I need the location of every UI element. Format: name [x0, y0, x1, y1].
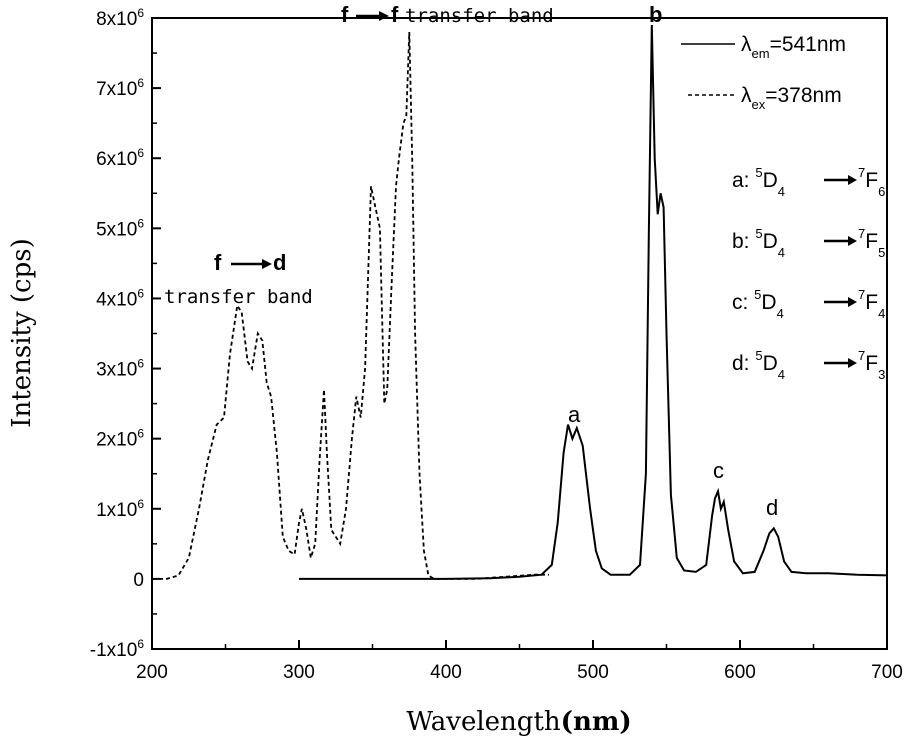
x-tick-label: 700	[871, 662, 903, 683]
annotation-ff-from: f	[341, 2, 349, 27]
transition-item: b: 5D4 7F5	[732, 226, 885, 260]
x-tick-label: 500	[577, 662, 609, 683]
transition-list: a: 5D4 7F6 b: 5D4 7F5 c: 5D4 7F4 d: 5D4 7F3	[732, 165, 885, 382]
annotation-fd-arrowhead	[262, 259, 272, 269]
series-emission-line	[299, 24, 888, 580]
peak-label-b: b	[649, 2, 662, 27]
y-tick-label: 6x106	[96, 146, 144, 170]
transition-item: a: 5D4 7F6	[732, 165, 885, 199]
x-tick-label: 200	[136, 662, 168, 683]
x-axis-ticks: 200 300 400 500 600 700	[136, 640, 903, 683]
transition-arrowhead	[848, 297, 857, 307]
y-tick-label: 5x106	[96, 216, 144, 240]
y-tick-label: 4x106	[96, 286, 144, 310]
transition-item: c: 5D4 7F4	[732, 287, 885, 321]
transition-item: d: 5D4 7F3	[732, 348, 885, 382]
transition-arrowhead	[848, 236, 857, 246]
y-tick-label: 2x106	[96, 427, 144, 451]
transition-lower: 7F5	[858, 226, 885, 260]
annotation-ff-arrowhead	[379, 11, 389, 21]
annotation-fd-text: transfer band	[164, 286, 313, 308]
transition-arrowhead	[848, 175, 857, 185]
y-tick-label: 3x106	[96, 357, 144, 381]
x-axis-title: Wavelength(nm)	[406, 707, 631, 737]
transition-lower: 7F4	[858, 287, 885, 321]
y-tick-label: 1x106	[96, 497, 144, 521]
peak-label-c: c	[713, 458, 724, 483]
y-tick-label: 0	[133, 570, 144, 591]
transition-lower: 7F3	[858, 348, 885, 382]
transition-lower: 7F6	[858, 165, 885, 199]
y-tick-label: -1x106	[90, 637, 145, 661]
transition-arrowhead	[848, 358, 857, 368]
transition-upper: d: 5D4	[732, 348, 785, 382]
annotation-ff-text: transfer band	[405, 5, 554, 27]
y-tick-label: 8x106	[96, 6, 144, 30]
peak-label-a: a	[568, 402, 581, 427]
x-tick-label: 300	[283, 662, 315, 683]
peak-label-d: d	[766, 495, 778, 520]
annotation-fd-to: d	[273, 250, 286, 275]
annotation-fd-from: f	[214, 250, 222, 275]
plot-frame	[151, 17, 888, 650]
transition-upper: c: 5D4	[732, 287, 784, 321]
transition-upper: b: 5D4	[732, 226, 785, 260]
y-axis-ticks: -1x106 0 1x106 2x106 3x106 4x106 5x106 6x106 7x1…	[90, 6, 161, 661]
y-tick-label: 7x106	[96, 76, 144, 100]
x-tick-label: 400	[430, 662, 462, 683]
x-tick-label: 600	[724, 662, 756, 683]
y-axis-title: Intensity (cps)	[7, 238, 37, 428]
series-excitation-line	[152, 31, 549, 580]
legend-label-emission: λem=541nm	[741, 33, 846, 61]
annotation-ff-to: f	[391, 2, 399, 27]
transition-upper: a: 5D4	[732, 165, 785, 199]
legend-label-excitation: λex=378nm	[741, 84, 842, 112]
legend: λem=541nm λex=378nm	[681, 33, 846, 112]
